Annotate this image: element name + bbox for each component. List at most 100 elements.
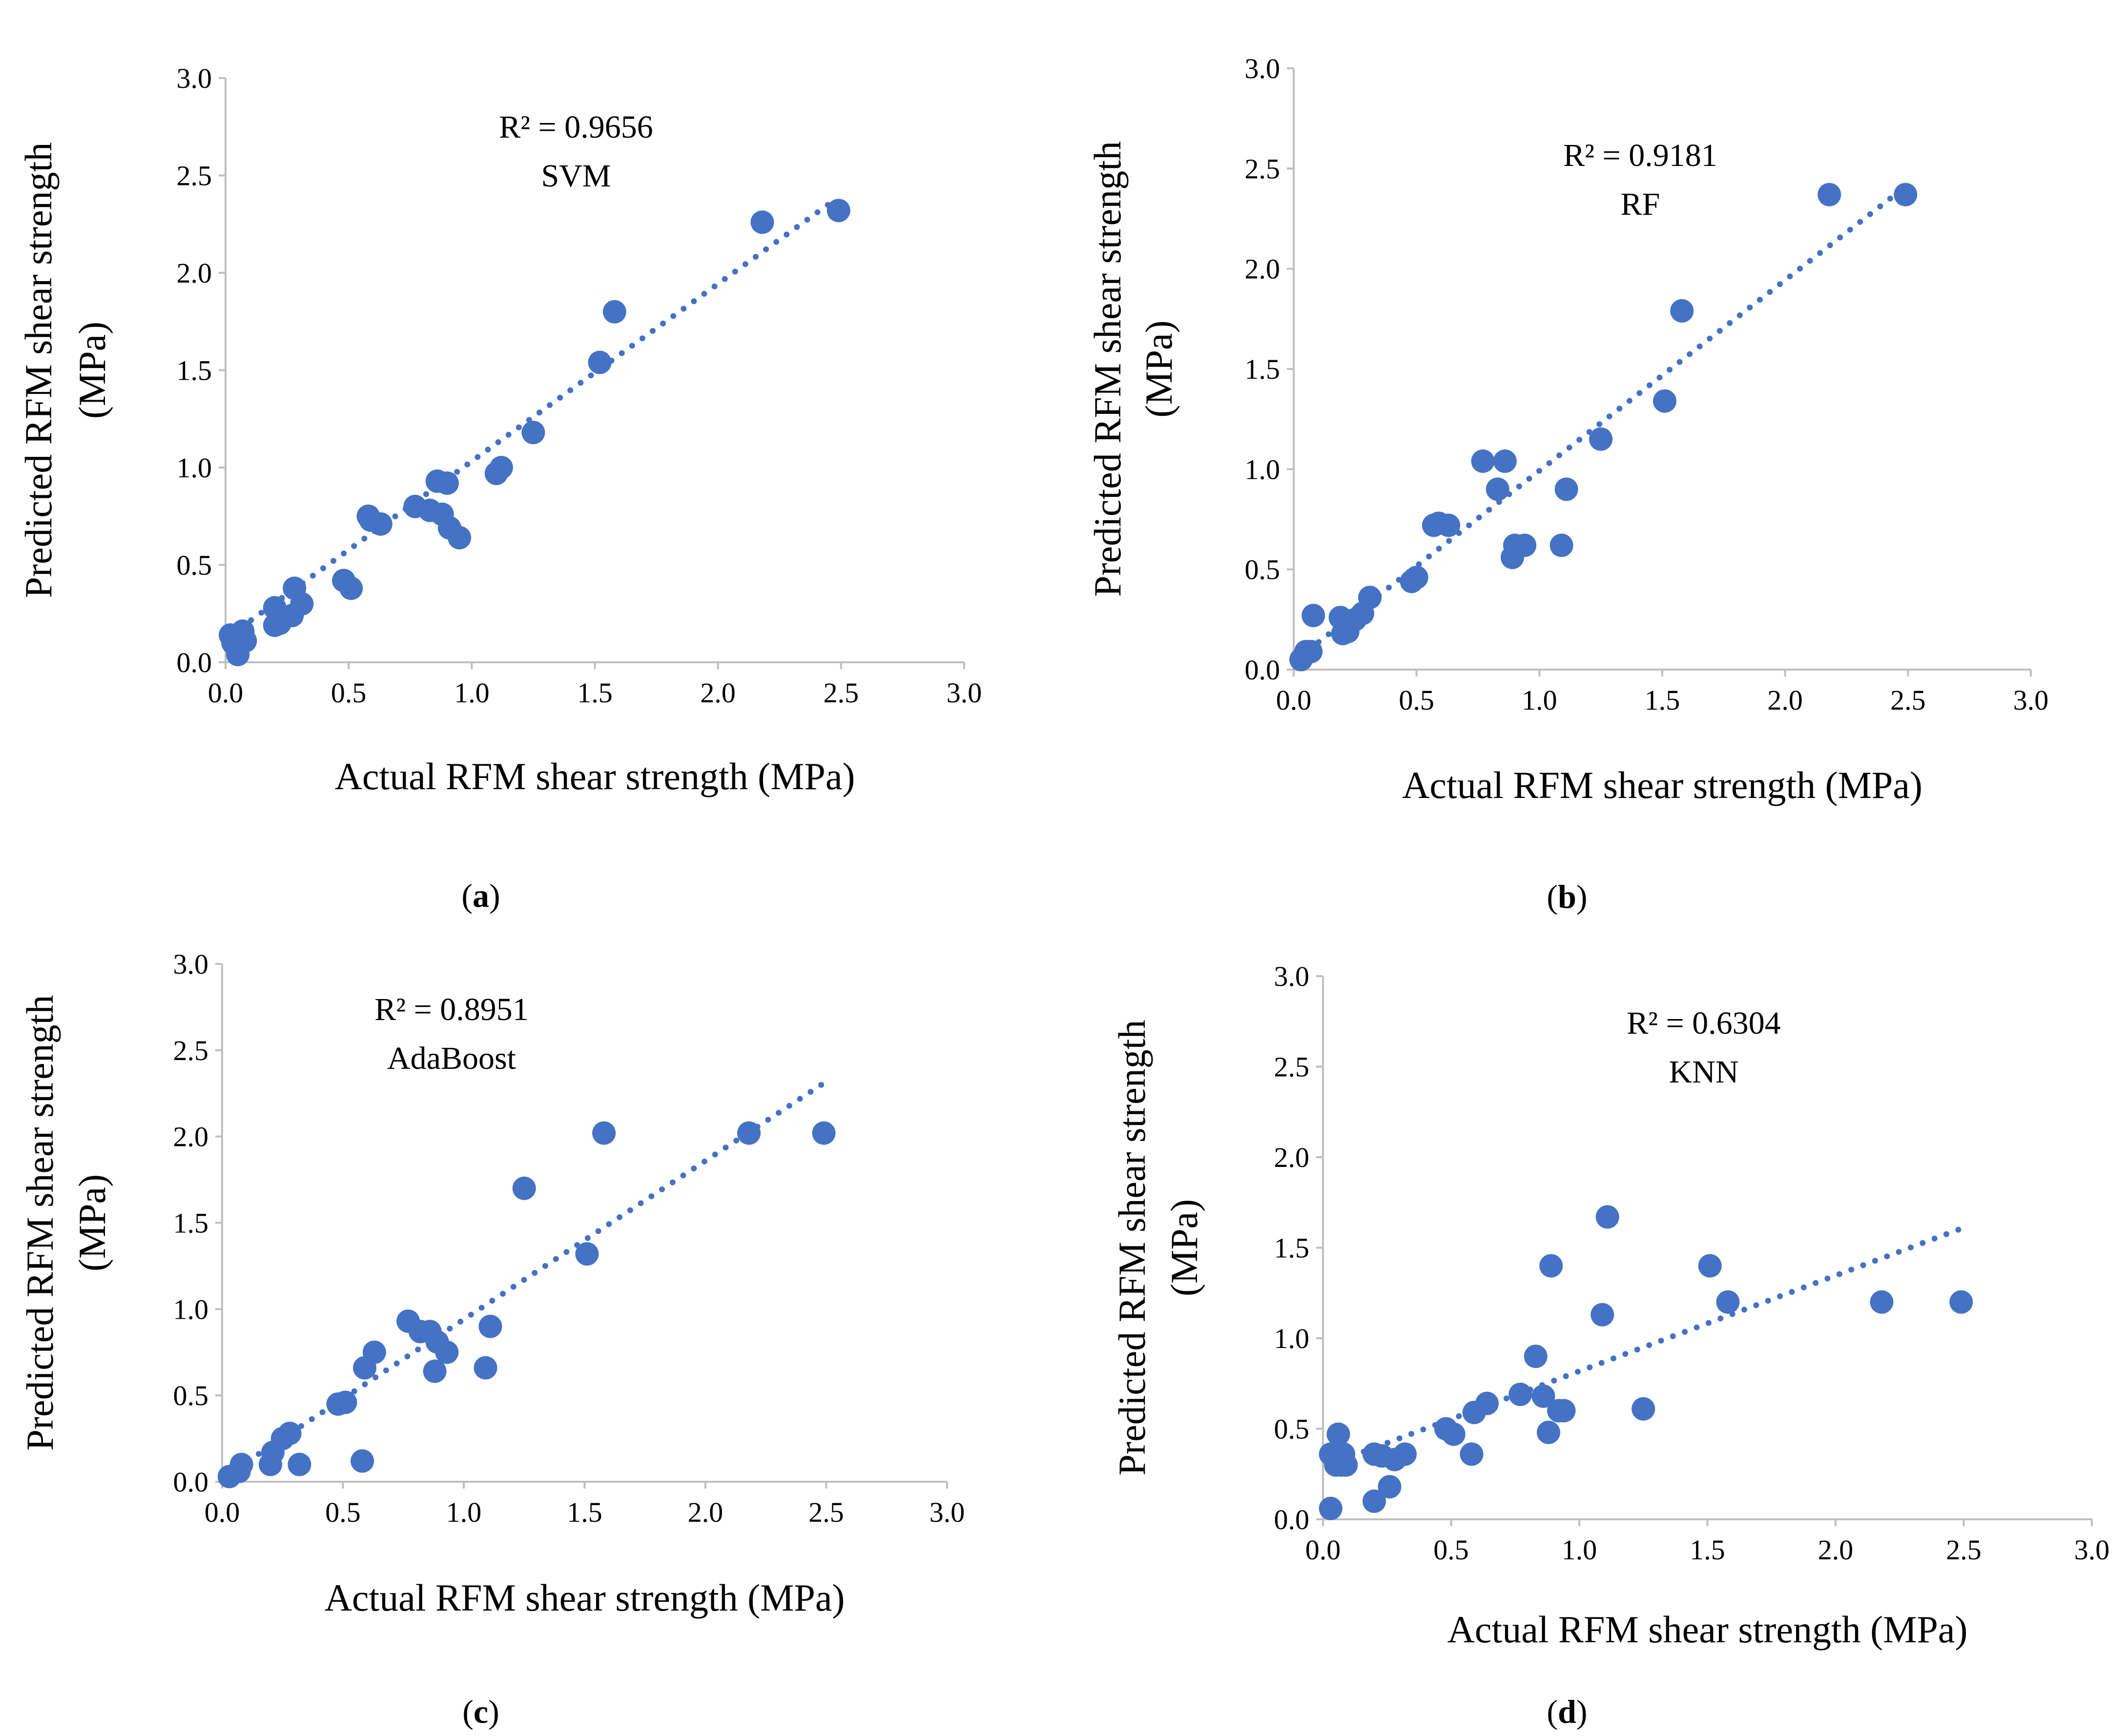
data-point: [1437, 513, 1461, 537]
data-point: [1539, 1254, 1563, 1278]
data-point: [737, 1121, 761, 1145]
data-point: [1471, 449, 1495, 473]
data-point: [423, 1359, 447, 1383]
panel-label-open: (: [461, 877, 473, 914]
data-point: [602, 300, 626, 324]
data-point: [1716, 1290, 1740, 1314]
x-tick-label: 0.0: [1305, 1534, 1341, 1566]
data-point: [1554, 477, 1578, 501]
y-tick-label: 2.0: [1274, 1142, 1310, 1173]
y-tick-label: 2.5: [1274, 1051, 1310, 1083]
data-point: [1486, 477, 1509, 501]
data-point: [521, 421, 545, 445]
data-point: [1537, 1420, 1560, 1444]
data-point: [1631, 1397, 1655, 1421]
x-tick-label: 2.5: [1890, 684, 1926, 716]
data-point: [362, 1340, 386, 1364]
panel-label-open: (: [1547, 878, 1558, 915]
y-tick-label: 2.0: [173, 1121, 209, 1153]
data-point: [1475, 1391, 1499, 1415]
r-squared-label: R² = 0.6304: [1627, 1005, 1781, 1041]
x-tick-label: 0.0: [208, 677, 244, 709]
trendline: [224, 1082, 825, 1478]
data-point: [1531, 1384, 1555, 1408]
r-squared-label: R² = 0.9656: [499, 109, 653, 145]
y-tick-label: 3.0: [173, 948, 209, 980]
x-tick-label: 3.0: [947, 677, 982, 709]
data-point: [1698, 1254, 1722, 1278]
y-tick-label: 3.0: [1245, 53, 1280, 84]
data-point: [1589, 427, 1613, 451]
data-point: [592, 1121, 616, 1145]
data-point: [233, 629, 257, 653]
data-point: [812, 1121, 836, 1145]
x-axis-title: Actual RFM shear strength (MPa): [1447, 1608, 1968, 1651]
y-tick-label: 0.5: [177, 550, 212, 581]
data-point: [478, 1314, 502, 1338]
panel-label: (d): [1547, 1693, 1587, 1730]
y-axis-title-line1: Predicted RFM shear strength: [19, 995, 61, 1451]
y-tick-label: 3.0: [1274, 960, 1310, 992]
data-point: [826, 199, 850, 223]
y-tick-label: 1.5: [177, 355, 212, 387]
x-tick-label: 3.0: [2013, 684, 2049, 716]
y-tick-label: 0.5: [173, 1380, 209, 1411]
y-tick-label: 0.0: [1274, 1504, 1310, 1535]
x-tick-label: 1.5: [567, 1496, 602, 1528]
data-point: [1460, 1442, 1484, 1466]
x-tick-label: 0.5: [1433, 1534, 1469, 1566]
x-tick-label: 2.0: [1818, 1534, 1854, 1566]
panel-label: (b): [1547, 878, 1587, 915]
data-point: [229, 1452, 253, 1476]
y-tick-label: 1.0: [1245, 453, 1280, 485]
x-tick-label: 1.5: [1645, 684, 1680, 716]
data-point: [369, 512, 392, 536]
trendline: [1296, 185, 1906, 661]
x-tick-label: 1.5: [1690, 1534, 1725, 1566]
data-point: [351, 1449, 374, 1473]
y-axis-title-line1: Predicted RFM shear strength: [1111, 1020, 1153, 1476]
data-point: [1334, 1453, 1358, 1477]
panel-label-close: ): [488, 1693, 499, 1730]
y-axis-title-line2: (MPa): [1163, 1199, 1205, 1296]
data-point: [435, 471, 459, 495]
data-point: [1326, 1422, 1350, 1446]
x-tick-label: 1.0: [446, 1496, 482, 1528]
data-point: [288, 1452, 311, 1476]
trendline: [227, 196, 839, 638]
x-tick-label: 2.0: [688, 1496, 723, 1528]
y-tick-label: 1.5: [173, 1207, 209, 1239]
panel-label-letter: a: [473, 877, 489, 914]
y-tick-label: 0.5: [1245, 554, 1280, 586]
y-tick-label: 0.0: [173, 1466, 209, 1498]
data-point: [1363, 1489, 1386, 1513]
panel-label-close: ): [489, 877, 500, 914]
y-axis-title-line2: (MPa): [1137, 320, 1180, 417]
data-point: [588, 350, 612, 374]
x-tick-label: 0.5: [331, 677, 367, 709]
data-point: [448, 526, 472, 550]
y-tick-label: 2.0: [177, 257, 212, 289]
data-point: [489, 456, 513, 479]
data-point: [1378, 1475, 1402, 1499]
r-squared-label: R² = 0.9181: [1563, 138, 1717, 173]
model-name-label: RF: [1621, 186, 1660, 222]
panel-label-letter: b: [1558, 878, 1576, 915]
panel-label-open: (: [462, 1693, 474, 1730]
x-tick-label: 2.0: [700, 677, 736, 709]
y-tick-label: 3.0: [177, 62, 212, 94]
x-tick-label: 0.0: [205, 1496, 240, 1528]
data-point: [1590, 1303, 1614, 1327]
panel-label-open: (: [1547, 1693, 1558, 1730]
panel-label-close: ): [1576, 878, 1588, 915]
y-axis-title-line2: (MPa): [71, 322, 113, 419]
panel-label-letter: d: [1558, 1693, 1576, 1730]
model-name-label: AdaBoost: [387, 1041, 516, 1076]
y-tick-label: 1.0: [177, 452, 212, 484]
data-point: [1513, 533, 1537, 557]
chart-panel-c: 0.00.0 0.5 0.5 1.0 1.0 1.5 1.5 2.0 2.0 2.5 2.5 3.0 3…: [19, 948, 965, 1730]
data-point: [1653, 389, 1677, 413]
y-tick-label: 1.0: [1274, 1323, 1310, 1354]
x-tick-label: 2.5: [808, 1496, 844, 1528]
model-name-label: SVM: [541, 158, 611, 194]
